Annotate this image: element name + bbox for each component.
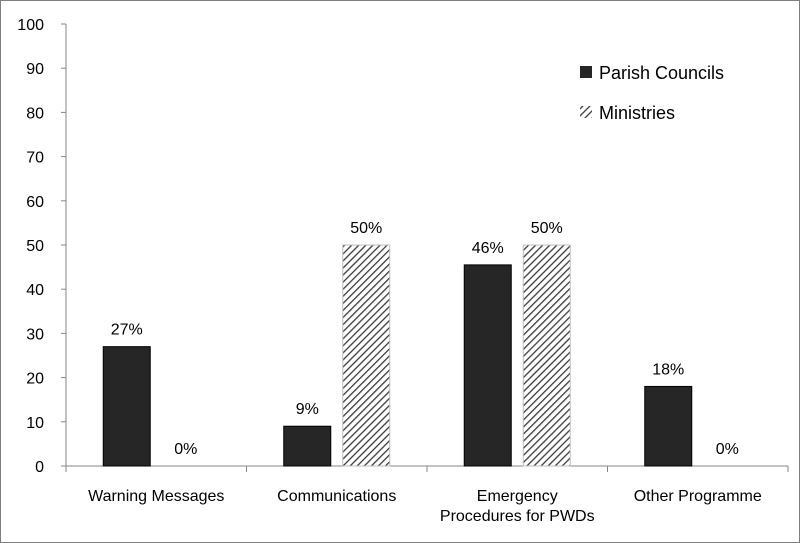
y-tick-label: 40	[26, 282, 44, 299]
y-tick-label: 90	[26, 61, 44, 78]
y-tick-label: 100	[17, 17, 44, 34]
data-label: 0%	[174, 441, 197, 458]
data-label: 9%	[296, 401, 319, 418]
data-labels: 27% 9% 46% 18% 0% 50% 50% 0%	[111, 220, 739, 458]
y-tick-label: 80	[26, 105, 44, 122]
y-tick-label: 10	[26, 415, 44, 432]
x-category-label: Other Programme	[634, 488, 762, 505]
legend-label-parish-councils: Parish Councils	[599, 63, 724, 83]
legend: Parish Councils Ministries	[580, 63, 724, 123]
data-label: 0%	[716, 441, 739, 458]
data-label: 50%	[531, 220, 563, 237]
axes: 0 10 20 30 40 50 60 70 80 90 100 Warning Messages Co…	[17, 17, 789, 525]
x-category-label: Warning Messages	[88, 488, 224, 505]
bar-parish-councils	[102, 346, 151, 467]
legend-swatch-parish-councils	[580, 66, 592, 78]
data-label: 18%	[652, 361, 684, 378]
bar-parish-councils	[644, 385, 693, 467]
y-tick-label: 50	[26, 238, 44, 255]
bars	[102, 244, 693, 467]
data-label: 46%	[472, 240, 504, 257]
bar-parish-councils	[463, 264, 512, 467]
data-label: 27%	[111, 322, 143, 339]
legend-label-ministries: Ministries	[599, 103, 675, 123]
bar-parish-councils	[283, 425, 332, 467]
bar-ministries	[522, 244, 571, 467]
y-tick-label: 70	[26, 150, 44, 167]
y-tick-label: 30	[26, 326, 44, 343]
y-tick-label: 60	[26, 194, 44, 211]
x-category-label: Emergency Procedures for PWDs	[440, 488, 595, 525]
y-tick-label: 0	[35, 459, 44, 476]
data-label: 50%	[350, 220, 382, 237]
x-category-label: Communications	[277, 488, 396, 505]
legend-swatch-ministries	[580, 106, 592, 118]
y-tick-label: 20	[26, 371, 44, 388]
bar-ministries	[342, 244, 391, 467]
